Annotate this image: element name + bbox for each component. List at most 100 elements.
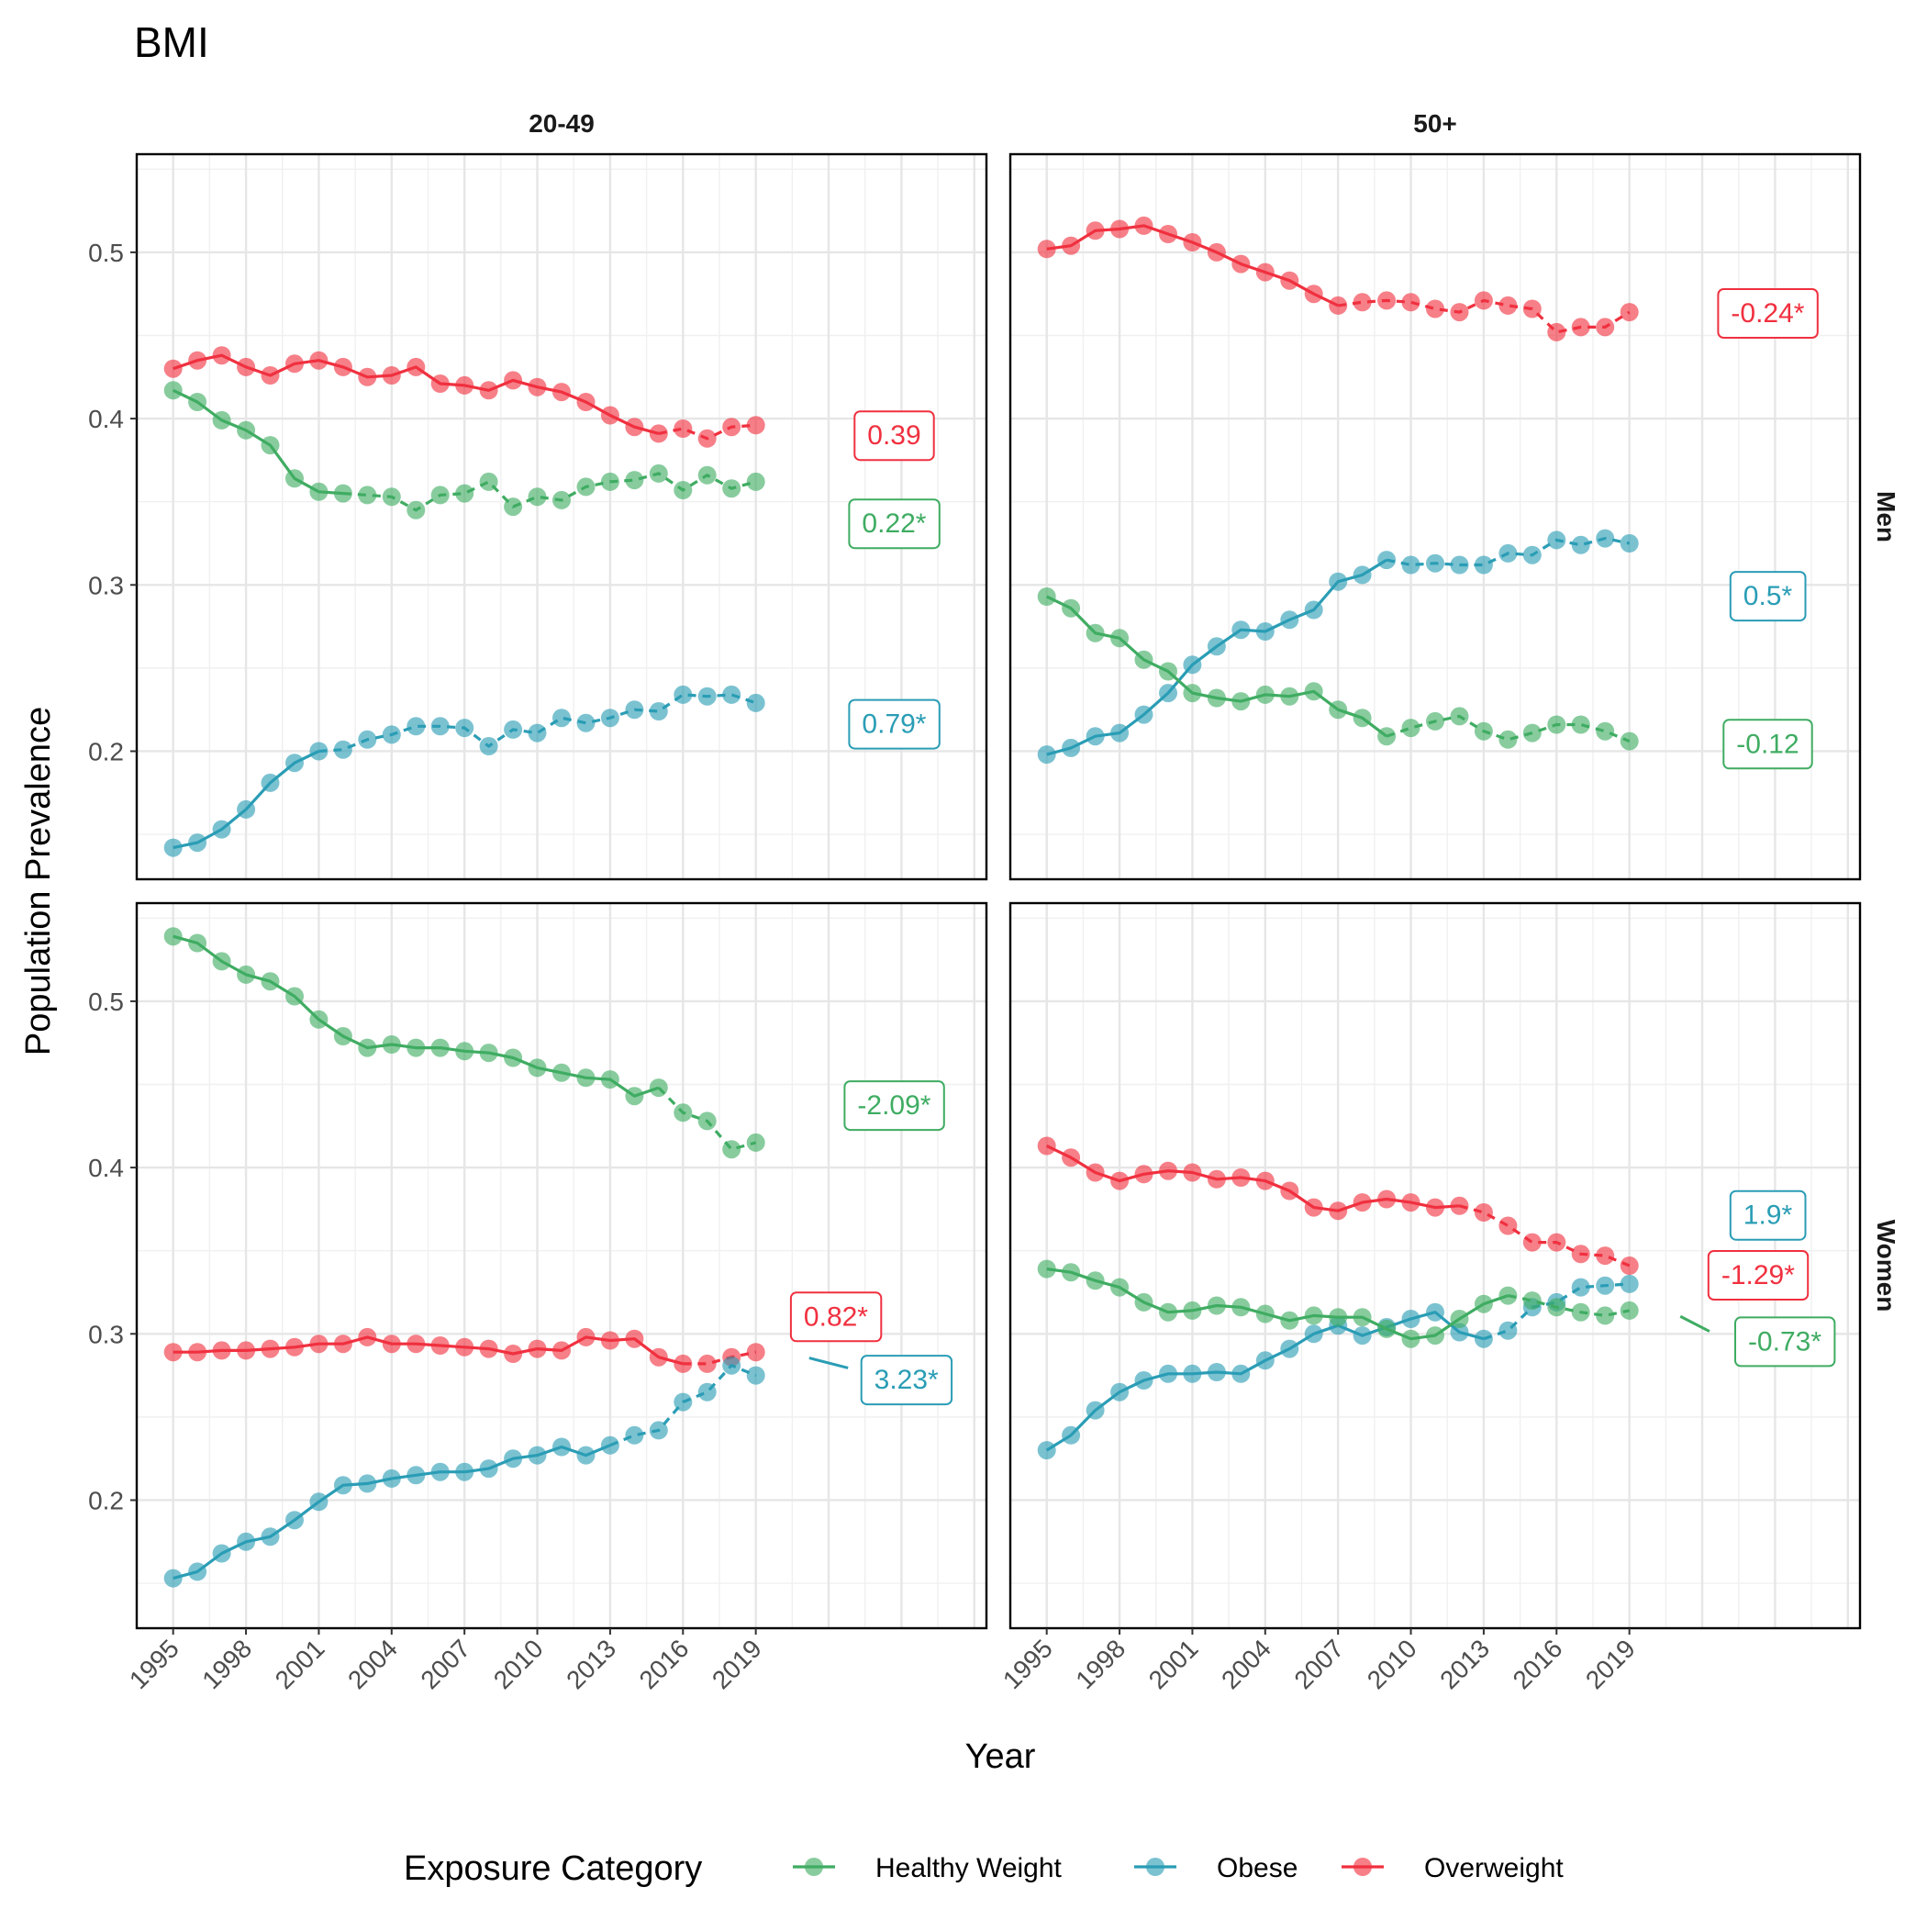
trend-label-box — [1734, 1316, 1836, 1368]
data-point — [722, 418, 741, 437]
data-point — [552, 1341, 571, 1360]
data-point — [697, 1354, 717, 1373]
legend-item-obese: Obese — [1134, 1853, 1298, 1883]
data-point — [528, 377, 547, 396]
trend-label-text: -1.29* — [1721, 1260, 1795, 1290]
data-point — [649, 1421, 668, 1440]
trend-label: -2.09* — [843, 1080, 945, 1132]
data-point — [1110, 219, 1130, 239]
data-point — [261, 1339, 280, 1358]
data-point — [576, 477, 596, 497]
legend-title: Exposure Category — [404, 1849, 702, 1888]
data-point — [237, 1532, 256, 1551]
data-point — [722, 479, 741, 498]
data-point — [1571, 1278, 1590, 1297]
data-point — [479, 1459, 498, 1479]
data-point — [746, 693, 765, 712]
data-point — [1304, 1306, 1323, 1325]
data-point — [649, 702, 668, 720]
facet-column-label: 50+ — [1413, 109, 1457, 138]
data-point — [309, 1492, 329, 1512]
data-point — [1062, 598, 1081, 618]
data-point — [674, 419, 693, 438]
data-point — [1134, 1371, 1153, 1390]
data-point — [674, 685, 693, 704]
data-point — [358, 1474, 377, 1493]
data-point — [1498, 296, 1518, 315]
data-point — [1498, 730, 1518, 749]
data-point — [1401, 1310, 1420, 1328]
data-point — [285, 987, 304, 1006]
data-point — [407, 357, 426, 376]
trend-label: 0.22* — [848, 498, 941, 550]
data-point — [455, 1042, 474, 1061]
data-point — [455, 484, 474, 503]
data-point — [285, 1511, 304, 1530]
data-point — [1110, 723, 1130, 743]
series-healthy-weight: 0.22* — [163, 381, 941, 550]
data-point — [746, 1343, 765, 1362]
data-point — [1037, 240, 1056, 259]
data-point — [1255, 1304, 1275, 1323]
data-point — [576, 393, 596, 411]
series-line-dashed — [683, 1350, 757, 1366]
data-point — [1401, 1193, 1420, 1212]
data-point — [1231, 1364, 1251, 1383]
trend-label: -0.12 — [1722, 719, 1813, 770]
data-point — [552, 709, 571, 728]
data-point — [333, 1335, 352, 1354]
data-point — [1062, 1148, 1081, 1167]
trend-label-box — [1722, 719, 1813, 770]
data-point — [722, 685, 741, 704]
data-point — [1620, 1256, 1639, 1275]
legend-key-point — [1353, 1858, 1372, 1876]
trend-label: 3.23* — [860, 1355, 953, 1406]
trend-label-text: -0.73* — [1748, 1326, 1821, 1357]
data-point — [576, 1327, 596, 1346]
data-point — [1037, 745, 1056, 765]
data-point — [1086, 1401, 1105, 1420]
data-point — [1329, 296, 1348, 315]
data-point — [1183, 1163, 1202, 1182]
data-point — [333, 1476, 352, 1495]
data-point — [358, 1038, 377, 1057]
data-point — [407, 500, 426, 519]
data-point — [1329, 1201, 1348, 1221]
data-point — [1329, 700, 1348, 720]
data-point — [188, 933, 207, 953]
trend-label-text: 0.22* — [862, 508, 926, 539]
data-point — [1159, 684, 1177, 703]
data-point — [1401, 1329, 1420, 1348]
data-point — [674, 1103, 693, 1122]
data-point — [600, 472, 619, 491]
trend-label-text: -2.09* — [857, 1090, 930, 1121]
data-point — [1183, 233, 1202, 251]
data-point — [528, 1058, 547, 1078]
data-point — [1596, 1246, 1615, 1266]
data-point — [1159, 225, 1177, 243]
data-point — [188, 1343, 207, 1362]
data-point — [1110, 1171, 1130, 1190]
data-point — [212, 1341, 231, 1360]
panel-men-50: -0.24* 0.5* -0.12 — [1008, 152, 1862, 881]
data-point — [1110, 1278, 1130, 1297]
data-point — [1353, 1308, 1372, 1327]
data-point — [1450, 303, 1469, 322]
data-point — [333, 484, 352, 503]
data-point — [163, 927, 183, 946]
data-point — [1450, 555, 1469, 575]
data-point — [625, 700, 644, 720]
data-point — [1037, 1136, 1056, 1156]
legend-label: Obese — [1217, 1853, 1298, 1883]
data-point — [407, 717, 426, 736]
data-point — [600, 406, 619, 425]
data-point — [188, 351, 207, 370]
data-point — [528, 1339, 547, 1358]
data-point — [1207, 637, 1226, 656]
y-tick-label: 0.3 — [88, 1320, 124, 1348]
data-point — [1159, 1302, 1177, 1322]
trend-label-text: -0.24* — [1731, 298, 1804, 329]
data-point — [358, 730, 377, 749]
data-point — [1426, 1326, 1444, 1346]
